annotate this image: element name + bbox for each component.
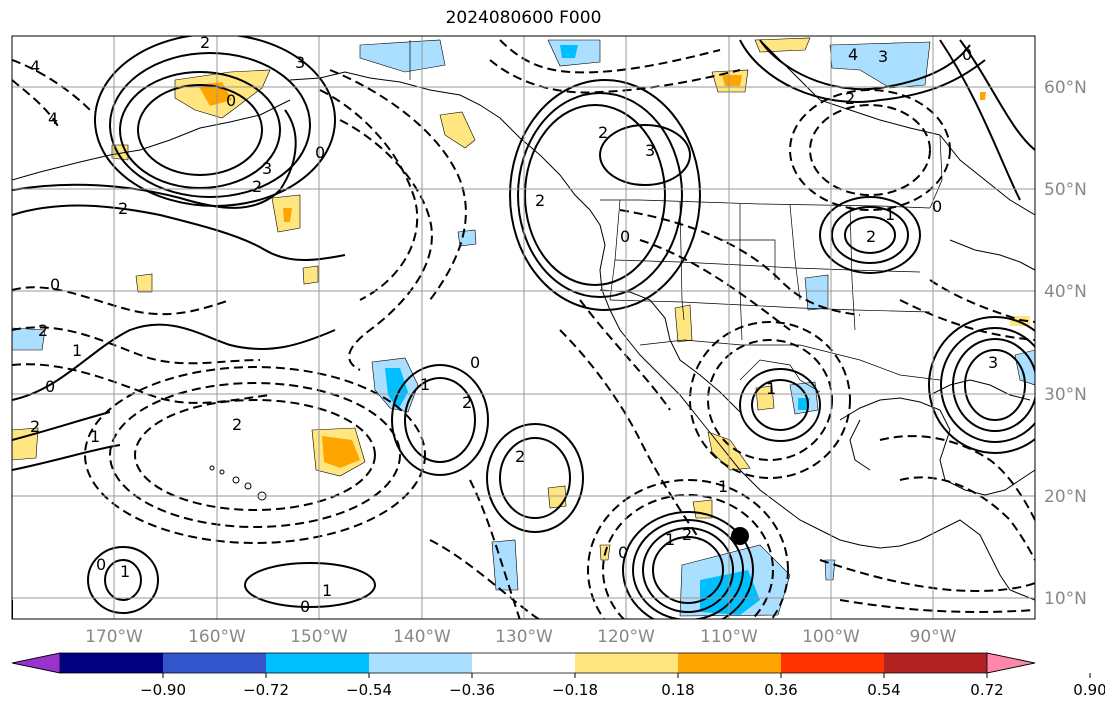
contour-label: 1 bbox=[885, 205, 895, 224]
latitude-labels: 60°N 50°N 40°N 30°N 20°N 10°N bbox=[1044, 78, 1087, 609]
lon-label: 140°W bbox=[393, 627, 451, 647]
contour-label: 1 bbox=[665, 530, 675, 549]
contour-label: 0 bbox=[962, 45, 972, 64]
contour-label: 0 bbox=[620, 227, 630, 246]
contour-label: 0 bbox=[315, 143, 325, 162]
colorbar-segment bbox=[472, 653, 576, 673]
contour-label: 3 bbox=[878, 47, 888, 66]
colorbar-segment bbox=[163, 653, 267, 673]
gridlines bbox=[12, 36, 1035, 619]
contour-label: 2 bbox=[30, 417, 40, 436]
lon-label: 160°W bbox=[188, 627, 246, 647]
colorbar-tick-label: 0.36 bbox=[764, 681, 797, 699]
lon-label: 110°W bbox=[700, 627, 758, 647]
colorbar-tick-label: −0.18 bbox=[552, 681, 598, 699]
contour-label: 0 bbox=[45, 377, 55, 396]
contour-label: 2 bbox=[535, 191, 545, 210]
colorbar-segment bbox=[369, 653, 473, 673]
colorbar-tick-label: 0.54 bbox=[867, 681, 900, 699]
lon-label: 90°W bbox=[910, 627, 957, 647]
contour-label: 0 bbox=[470, 353, 480, 372]
contour-label: 2 bbox=[682, 525, 692, 544]
lat-label: 50°N bbox=[1044, 180, 1087, 200]
contour-label: 2 bbox=[38, 321, 48, 340]
map-frame bbox=[11, 35, 1036, 620]
colorbar-tick-label: −0.90 bbox=[140, 681, 186, 699]
colorbar-segment bbox=[884, 653, 988, 673]
contour-label: 0 bbox=[300, 597, 310, 616]
contour-label: 2 bbox=[118, 199, 128, 218]
colorbar-tick-label: 0.72 bbox=[970, 681, 1003, 699]
lon-label: 130°W bbox=[495, 627, 553, 647]
contour-label: 1 bbox=[718, 477, 728, 496]
contour-label: 4 bbox=[30, 57, 40, 76]
contour-labels: 4 4 2 3 0 2 3 2 0 2 3 0 2 4 3 0 2 0 1 2 … bbox=[30, 33, 998, 616]
longitude-labels: 170°W 160°W 150°W 140°W 130°W 120°W 110°… bbox=[85, 627, 957, 647]
contour-label: 4 bbox=[48, 109, 58, 128]
contour-label: 1 bbox=[420, 375, 430, 394]
colorbar-segment bbox=[575, 653, 679, 673]
contour-label: 1 bbox=[766, 379, 776, 398]
contour-label: 4 bbox=[848, 45, 858, 64]
map-title: 2024080600 F000 bbox=[445, 8, 602, 28]
colorbar-segment bbox=[781, 653, 885, 673]
contour-label: 2 bbox=[200, 33, 210, 52]
contour-label: 0 bbox=[932, 197, 942, 216]
lon-label: 120°W bbox=[597, 627, 655, 647]
contour-label: 3 bbox=[645, 141, 655, 160]
colorbar-tick-label: 0.90 bbox=[1073, 681, 1105, 699]
lat-label: 40°N bbox=[1044, 282, 1087, 302]
contour-label: 1 bbox=[120, 562, 130, 581]
contour-label: 0 bbox=[618, 543, 628, 562]
lat-label: 60°N bbox=[1044, 78, 1087, 98]
contour-label: 3 bbox=[988, 353, 998, 372]
contour-label: 1 bbox=[322, 581, 332, 600]
lat-label: 20°N bbox=[1044, 487, 1087, 507]
contour-label: 2 bbox=[462, 393, 472, 412]
lat-label: 30°N bbox=[1044, 385, 1087, 405]
contour-label: 2 bbox=[232, 415, 242, 434]
dashed-contours bbox=[12, 39, 1035, 619]
colorbar-extend-low bbox=[11, 652, 61, 674]
contour-label: 0 bbox=[96, 555, 106, 574]
colorbar-tick-label: 0.18 bbox=[661, 681, 694, 699]
contour-label: 1 bbox=[72, 341, 82, 360]
coastlines bbox=[12, 39, 1035, 601]
contour-label: 0 bbox=[50, 275, 60, 294]
lat-label: 10°N bbox=[1044, 589, 1087, 609]
colorbar-tick-label: −0.36 bbox=[449, 681, 495, 699]
contour-label: 3 bbox=[262, 159, 272, 178]
contour-label: 2 bbox=[598, 123, 608, 142]
colorbar-ticks: −0.90 −0.72 −0.54 −0.36 −0.18 0.18 0.36 0.54 0.7… bbox=[140, 673, 1105, 699]
colorbar bbox=[11, 652, 1036, 674]
contour-label: 3 bbox=[295, 53, 305, 72]
lon-label: 150°W bbox=[290, 627, 348, 647]
contour-label: 0 bbox=[226, 91, 236, 110]
colorbar-tick-label: −0.72 bbox=[243, 681, 289, 699]
storm-center-marker bbox=[731, 527, 749, 545]
colorbar-outline bbox=[11, 652, 1036, 674]
colorbar-tick-label: −0.54 bbox=[346, 681, 392, 699]
contour-label: 2 bbox=[515, 447, 525, 466]
colorbar-segment bbox=[266, 653, 370, 673]
colorbar-extend-high bbox=[986, 652, 1036, 674]
contour-label: 2 bbox=[252, 177, 262, 196]
lon-label: 170°W bbox=[85, 627, 143, 647]
colorbar-segment bbox=[60, 653, 164, 673]
map-content: 4 4 2 3 0 2 3 2 0 2 3 0 2 4 3 0 2 0 1 2 … bbox=[12, 33, 1035, 619]
political-borders bbox=[409, 40, 943, 393]
colorbar-segment bbox=[678, 653, 782, 673]
contour-label: 1 bbox=[90, 427, 100, 446]
lon-label: 100°W bbox=[802, 627, 860, 647]
contour-label: 2 bbox=[866, 227, 876, 246]
contour-label: 2 bbox=[845, 89, 855, 108]
